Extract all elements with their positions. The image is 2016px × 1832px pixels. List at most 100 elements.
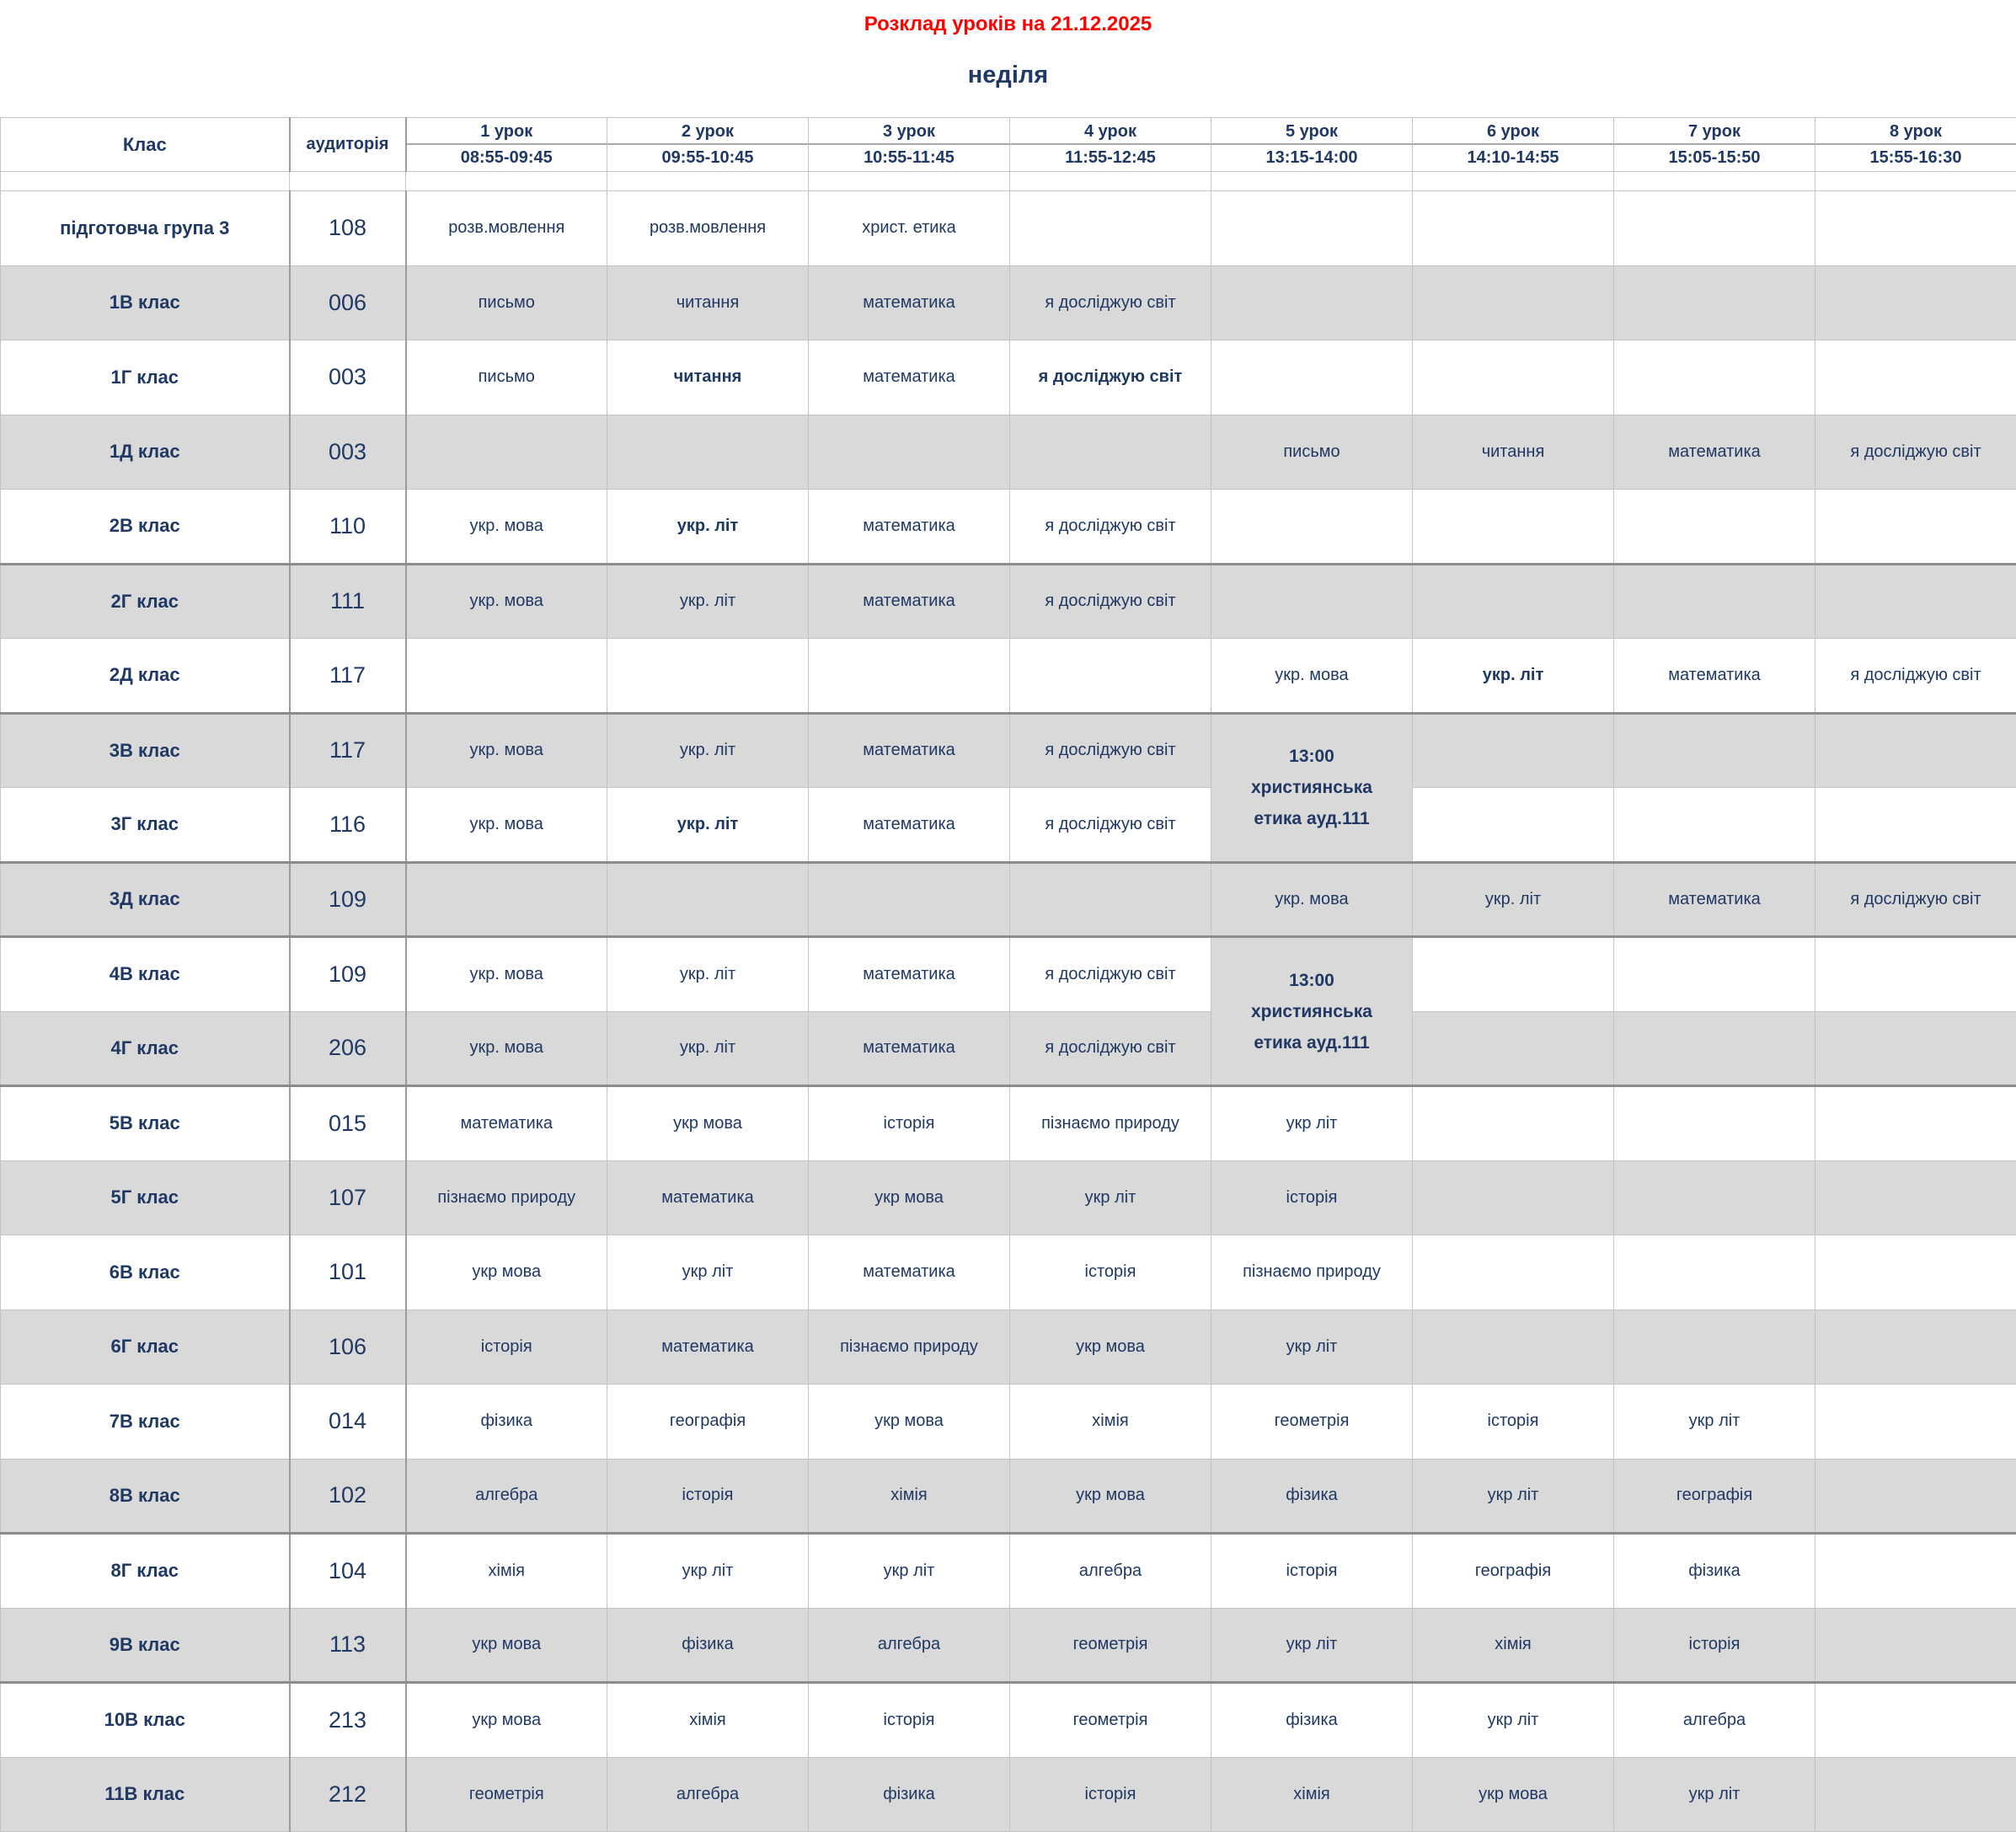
lesson-cell: я досліджую світ bbox=[1010, 788, 1211, 863]
lesson-cell bbox=[1815, 1757, 2016, 1832]
lesson-cell: геометрія bbox=[1010, 1683, 1211, 1758]
lesson-cell: читання bbox=[607, 265, 809, 340]
lesson-cell: геометрія bbox=[1010, 1608, 1211, 1683]
lesson-cell bbox=[1211, 340, 1413, 415]
lesson-cell bbox=[1413, 265, 1614, 340]
lesson-cell: фізика bbox=[809, 1757, 1010, 1832]
room-cell: 206 bbox=[290, 1011, 406, 1086]
lesson-cell: укр. літ bbox=[1413, 862, 1614, 937]
merged-note-line: 13:00 bbox=[1211, 965, 1412, 996]
lesson-cell: укр літ bbox=[1413, 1683, 1614, 1758]
lesson-cell: укр мова bbox=[1010, 1459, 1211, 1534]
lesson-cell: фізика bbox=[607, 1608, 809, 1683]
class-cell: 2В клас bbox=[1, 490, 290, 565]
class-cell: 6Г клас bbox=[1, 1310, 290, 1385]
lesson-cell bbox=[1815, 1160, 2016, 1235]
lesson-cell: укр мова bbox=[406, 1235, 607, 1310]
lesson-cell: я досліджую світ bbox=[1815, 639, 2016, 714]
lesson-cell: фізика bbox=[406, 1385, 607, 1460]
page-title: Розклад уроків на 21.12.2025 bbox=[0, 0, 2016, 36]
lesson-cell: укр літ bbox=[607, 1534, 809, 1609]
lesson-cell bbox=[1815, 564, 2016, 639]
lesson-cell: математика bbox=[809, 1235, 1010, 1310]
lesson-cell: хімія bbox=[809, 1459, 1010, 1534]
lesson-cell: алгебра bbox=[1614, 1683, 1815, 1758]
lesson-number-label: 3 урок bbox=[809, 118, 1009, 143]
lesson-cell: письмо bbox=[1211, 415, 1413, 490]
merged-note-line: християнська bbox=[1211, 996, 1412, 1027]
lesson-cell: укр літ bbox=[1614, 1757, 1815, 1832]
lesson-cell: історія bbox=[1010, 1757, 1211, 1832]
lesson-cell bbox=[1614, 1235, 1815, 1310]
lesson-cell bbox=[1815, 1608, 2016, 1683]
lesson-number-label: 2 урок bbox=[607, 118, 808, 143]
spacer-cell bbox=[1010, 172, 1211, 191]
lesson-cell: фізика bbox=[1614, 1534, 1815, 1609]
lesson-cell: алгебра bbox=[809, 1608, 1010, 1683]
lesson-cell: укр. мова bbox=[1211, 639, 1413, 714]
lesson-cell: читання bbox=[607, 340, 809, 415]
spacer-cell bbox=[1614, 172, 1815, 191]
lesson-cell bbox=[1413, 191, 1614, 266]
lesson-cell bbox=[1815, 1235, 2016, 1310]
lesson-cell: хімія bbox=[1413, 1608, 1614, 1683]
lesson-cell: я досліджую світ bbox=[1010, 937, 1211, 1012]
lesson-cell bbox=[1614, 564, 1815, 639]
lesson-cell: укр мова bbox=[406, 1608, 607, 1683]
lesson-cell bbox=[1413, 937, 1614, 1012]
lesson-cell: математика bbox=[809, 265, 1010, 340]
room-cell: 117 bbox=[290, 639, 406, 714]
day-subtitle: неділя bbox=[0, 61, 2016, 89]
spacer-cell bbox=[1815, 172, 2016, 191]
lesson-cell: геометрія bbox=[406, 1757, 607, 1832]
lesson-cell: географія bbox=[1413, 1534, 1614, 1609]
lesson-cell bbox=[1614, 265, 1815, 340]
merged-note-line: християнська bbox=[1211, 772, 1412, 803]
room-cell: 106 bbox=[290, 1310, 406, 1385]
lesson-cell: фізика bbox=[1211, 1459, 1413, 1534]
lesson-cell bbox=[809, 862, 1010, 937]
lesson-cell: історія bbox=[809, 1086, 1010, 1161]
lesson-cell bbox=[1614, 340, 1815, 415]
lesson-time-label: 09:55-10:45 bbox=[607, 143, 808, 171]
spacer-row bbox=[1, 172, 2016, 191]
lesson-cell: історія bbox=[1010, 1235, 1211, 1310]
room-cell: 101 bbox=[290, 1235, 406, 1310]
lesson-cell: укр мова bbox=[809, 1385, 1010, 1460]
lesson-cell bbox=[1413, 1086, 1614, 1161]
lesson-cell bbox=[406, 415, 607, 490]
lesson-cell: письмо bbox=[406, 340, 607, 415]
class-cell: 5В клас bbox=[1, 1086, 290, 1161]
lesson-cell: я досліджую світ bbox=[1010, 490, 1211, 565]
lesson-cell bbox=[1815, 937, 2016, 1012]
lesson-cell: географія bbox=[1614, 1459, 1815, 1534]
lesson-cell bbox=[1211, 265, 1413, 340]
class-cell: 7В клас bbox=[1, 1385, 290, 1460]
lesson-cell: укр літ bbox=[1211, 1608, 1413, 1683]
lesson-time-label: 13:15-14:00 bbox=[1211, 143, 1412, 171]
class-cell: 2Д клас bbox=[1, 639, 290, 714]
lesson-cell: хімія bbox=[1010, 1385, 1211, 1460]
merged-note-line: етика ауд.111 bbox=[1211, 803, 1412, 834]
lesson-cell: пізнаємо природу bbox=[1211, 1235, 1413, 1310]
lesson-time-label: 11:55-12:45 bbox=[1010, 143, 1211, 171]
lesson-cell: математика bbox=[809, 340, 1010, 415]
lesson-cell: математика bbox=[607, 1310, 809, 1385]
lesson-cell: фізика bbox=[1211, 1683, 1413, 1758]
lesson-cell: укр. літ bbox=[607, 713, 809, 788]
room-cell: 109 bbox=[290, 862, 406, 937]
class-cell: 5Г клас bbox=[1, 1160, 290, 1235]
lesson-cell bbox=[1815, 1011, 2016, 1086]
lesson-cell: математика bbox=[809, 713, 1010, 788]
lesson-cell: історія bbox=[1211, 1160, 1413, 1235]
